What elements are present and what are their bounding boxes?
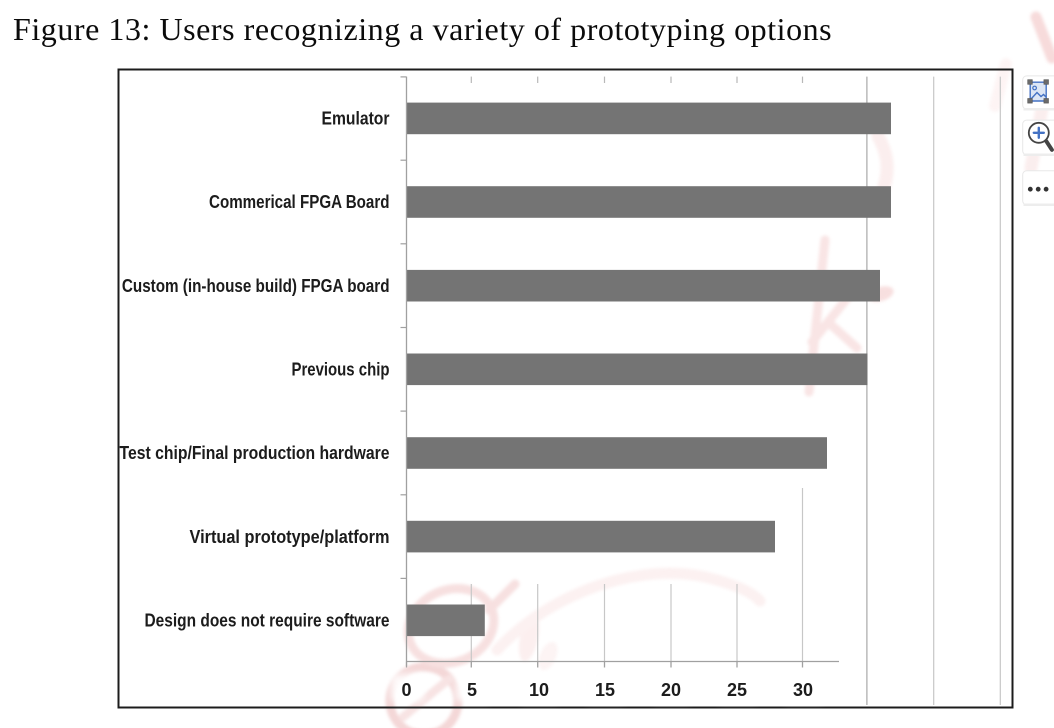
svg-text:20: 20 [661, 680, 681, 700]
svg-text:Previous chip: Previous chip [292, 360, 390, 380]
svg-text:Design does not require softwa: Design does not require software [145, 611, 390, 631]
svg-text:0: 0 [401, 680, 411, 700]
svg-text:15: 15 [595, 680, 615, 700]
svg-text:Test chip/Final production har: Test chip/Final production hardware [120, 443, 390, 463]
svg-text:Custom (in-house build) FPGA b: Custom (in-house build) FPGA board [122, 276, 390, 296]
svg-text:10: 10 [529, 680, 549, 700]
svg-text:30: 30 [793, 680, 813, 700]
svg-text:5: 5 [467, 680, 477, 700]
svg-text:Commerical FPGA Board: Commerical FPGA Board [209, 192, 390, 212]
svg-text:Virtual prototype/platform: Virtual prototype/platform [190, 527, 390, 547]
svg-text:25: 25 [727, 680, 747, 700]
svg-text:Emulator: Emulator [322, 109, 390, 129]
